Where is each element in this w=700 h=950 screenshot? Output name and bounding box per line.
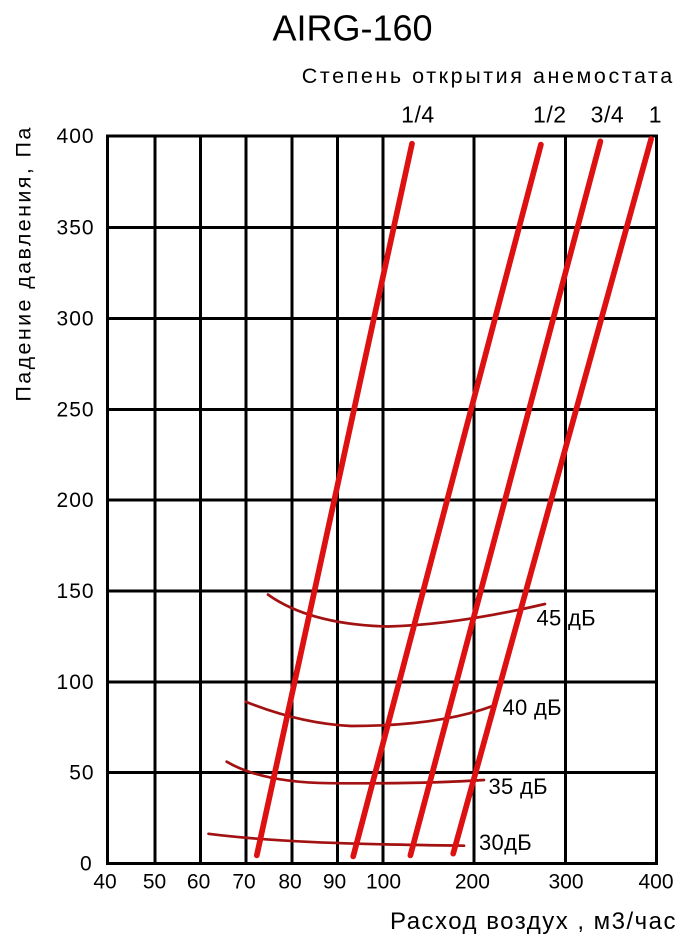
svg-text:50: 50 [143,870,166,893]
svg-text:100: 100 [57,671,95,694]
svg-text:1/2: 1/2 [533,102,566,128]
svg-text:350: 350 [57,216,95,239]
svg-text:30дБ: 30дБ [479,830,532,855]
svg-text:Степень открытия анемостата: Степень открытия анемостата [302,64,675,88]
svg-text:AIRG-160: AIRG-160 [272,8,432,49]
svg-text:300: 300 [57,308,95,331]
svg-text:0: 0 [80,853,93,876]
svg-text:Расход воздух , м3/час: Расход воздух , м3/час [390,908,677,935]
svg-text:200: 200 [57,489,95,512]
svg-text:150: 150 [57,580,95,603]
svg-text:100: 100 [366,870,401,893]
svg-text:300: 300 [548,870,583,893]
svg-text:400: 400 [57,125,95,148]
svg-text:50: 50 [69,762,94,785]
svg-text:45 дБ: 45 дБ [537,606,596,631]
svg-text:400: 400 [638,870,673,893]
svg-text:1/4: 1/4 [401,102,434,128]
svg-text:40: 40 [93,870,116,893]
svg-text:80: 80 [278,870,301,893]
svg-text:35 дБ: 35 дБ [489,774,548,799]
svg-text:90: 90 [323,870,346,893]
svg-text:3/4: 3/4 [591,102,624,128]
svg-text:200: 200 [455,870,490,893]
svg-text:60: 60 [187,870,210,893]
svg-text:1: 1 [649,102,662,128]
svg-text:Падение давления, Па: Падение давления, Па [12,125,36,401]
svg-text:70: 70 [232,870,255,893]
svg-text:40 дБ: 40 дБ [503,695,562,720]
svg-text:250: 250 [57,399,95,422]
